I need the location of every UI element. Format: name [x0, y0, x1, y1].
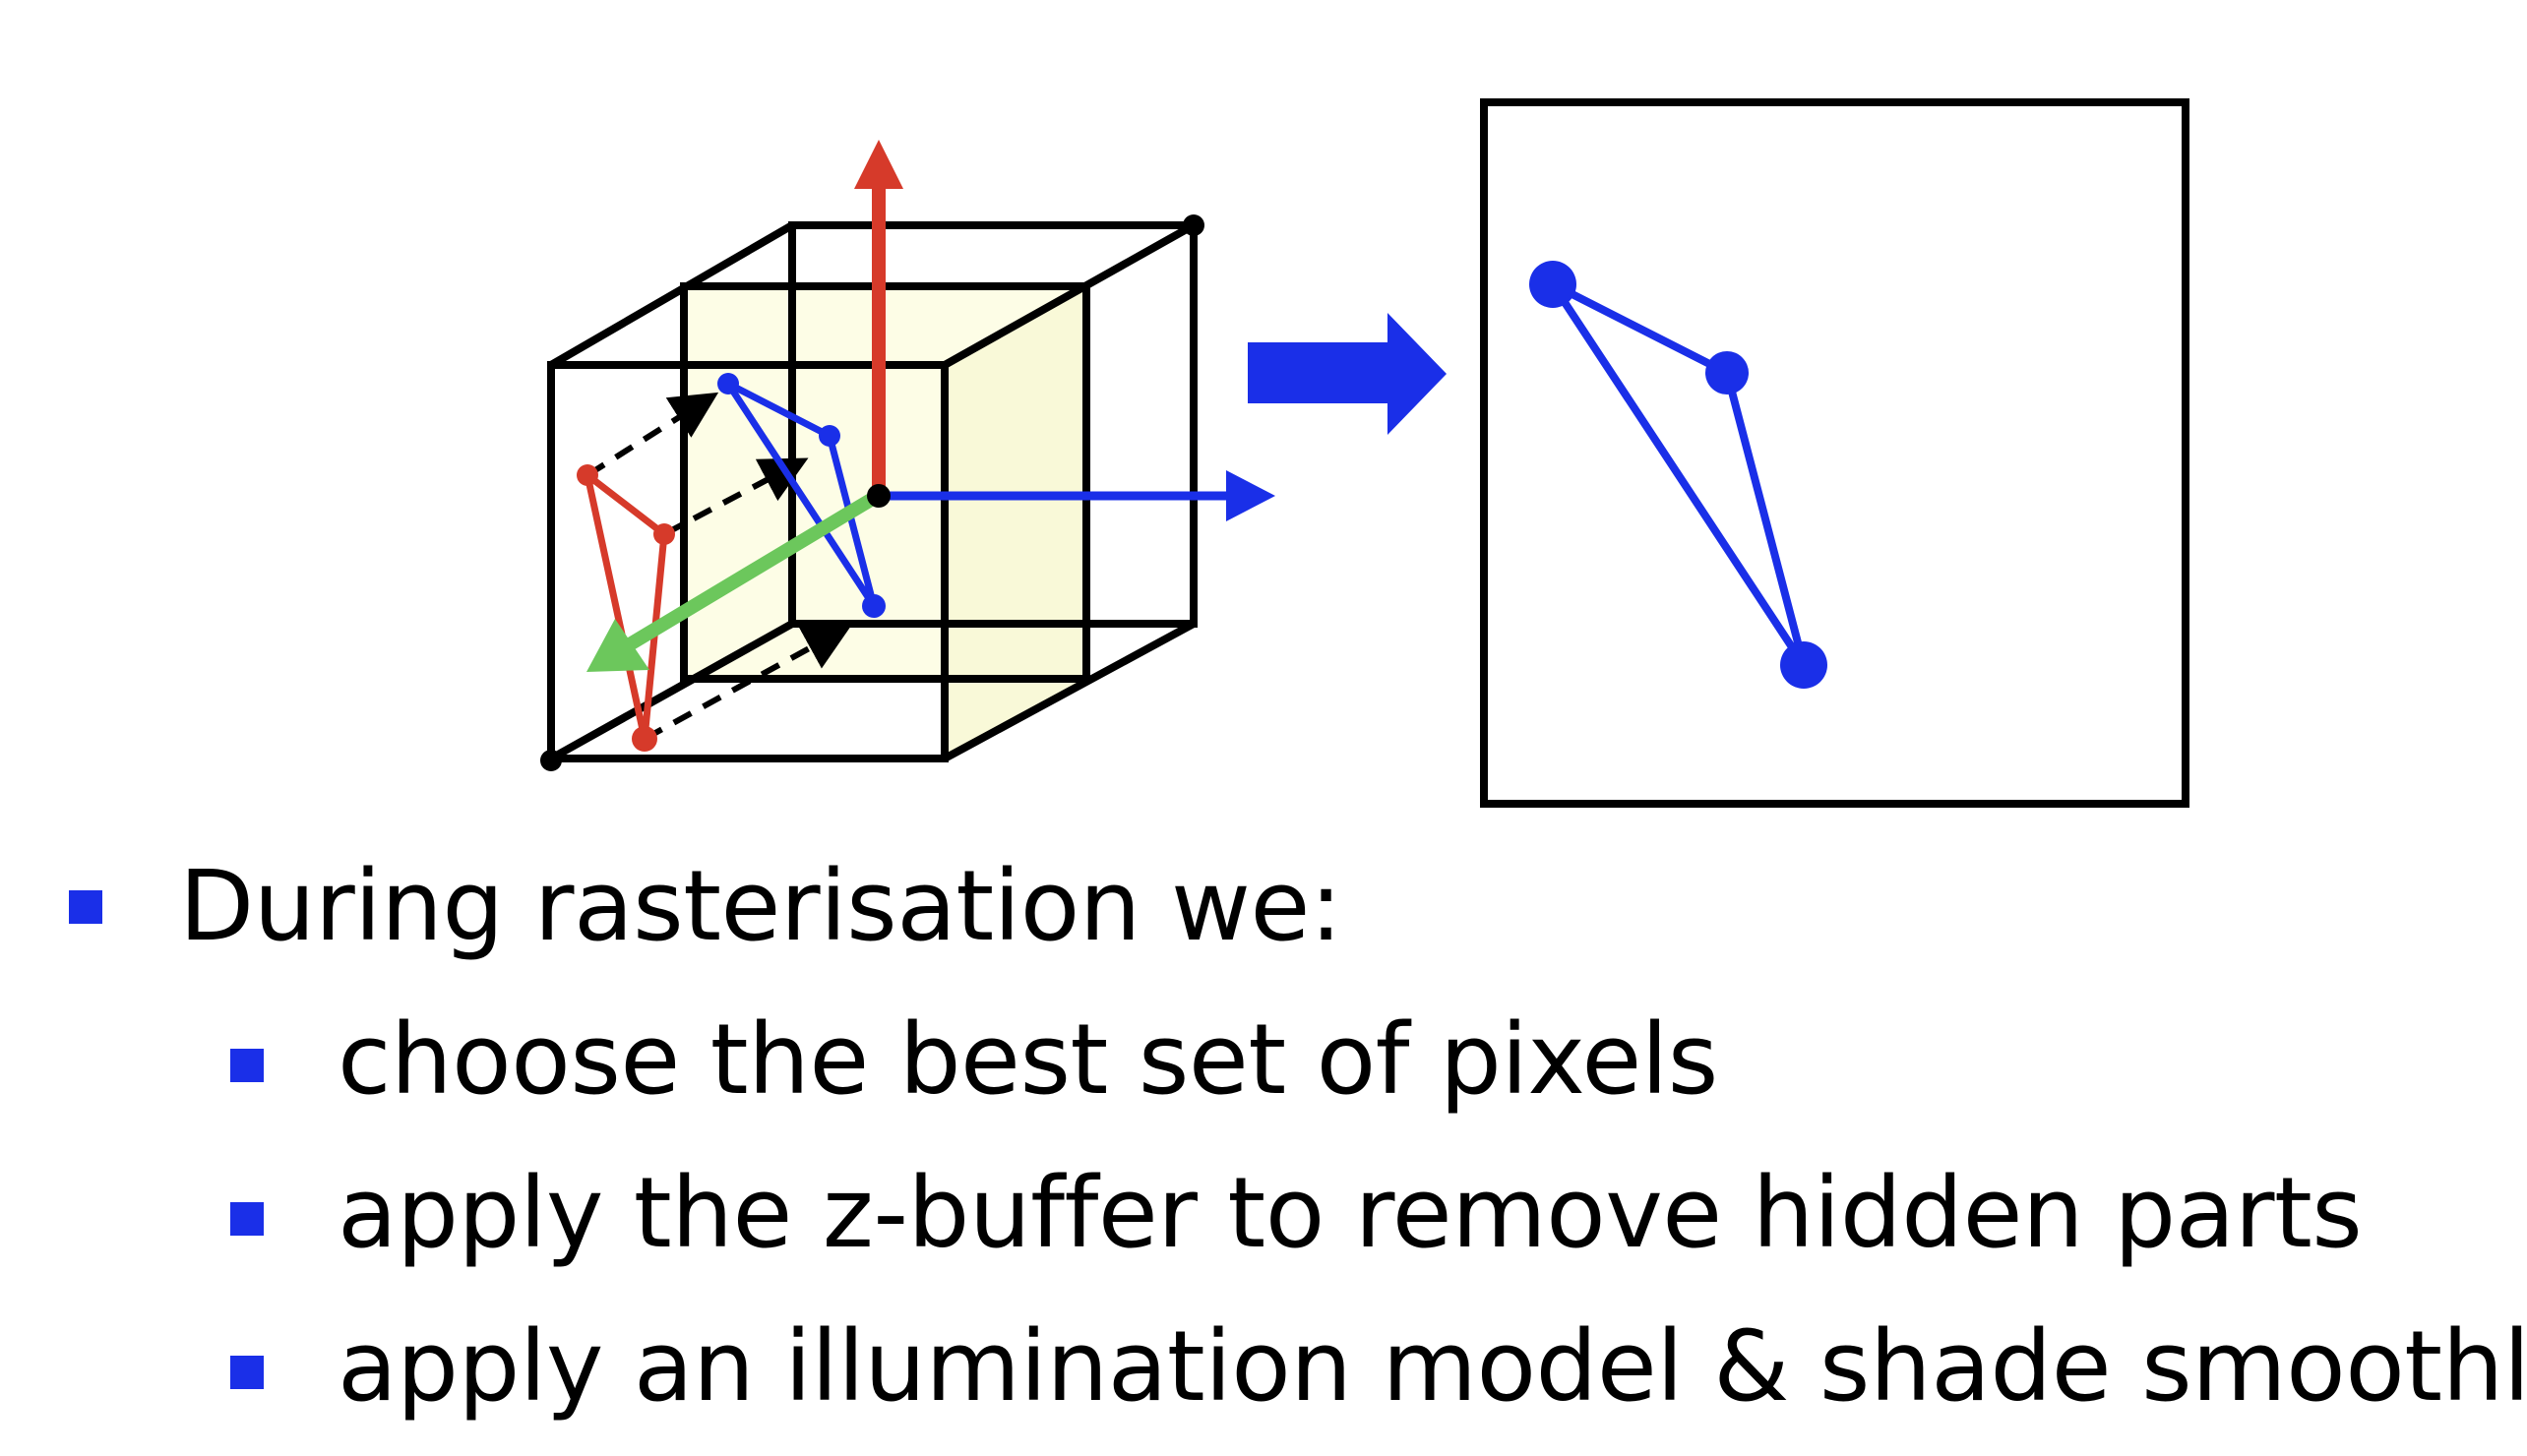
projection-lines [586, 392, 852, 742]
square-bullet-icon [69, 890, 102, 924]
bullet-sub-2: apply the z-buffer to remove hidden part… [338, 1157, 2363, 1270]
depth-edge-tl [548, 221, 795, 369]
projected-triangle-3d [717, 373, 886, 618]
z-axis-head [586, 619, 649, 672]
origin-dot [867, 484, 891, 508]
near-face-right-panel [945, 286, 1086, 758]
projected-triangle-2d [1529, 261, 1827, 689]
axes [586, 140, 1275, 672]
square-bullet-icon [230, 1356, 264, 1389]
depth-edge-tr [943, 221, 1196, 369]
back-face [788, 221, 1198, 628]
bullet-sub-3: apply an illumination model & shade smoo… [338, 1310, 2527, 1424]
x-axis-head [1226, 470, 1275, 521]
bullet-sub-1: choose the best set of pixels [338, 1003, 1718, 1117]
corner-dot [1183, 214, 1204, 236]
depth-edge-bl [549, 620, 794, 762]
bullet-main: During rasterisation we: [179, 850, 1342, 963]
square-bullet-icon [230, 1049, 264, 1082]
rasterisation-diagram [540, 98, 2189, 808]
corner-dot [540, 750, 562, 771]
z-axis [626, 490, 880, 651]
source-triangle [577, 464, 675, 752]
y-axis-head [854, 140, 903, 189]
square-bullet-icon [230, 1202, 264, 1236]
depth-edge-br [943, 620, 1196, 762]
screen-frame [1480, 98, 2189, 808]
right-arrow-icon [1248, 313, 1447, 435]
front-face [547, 361, 949, 762]
